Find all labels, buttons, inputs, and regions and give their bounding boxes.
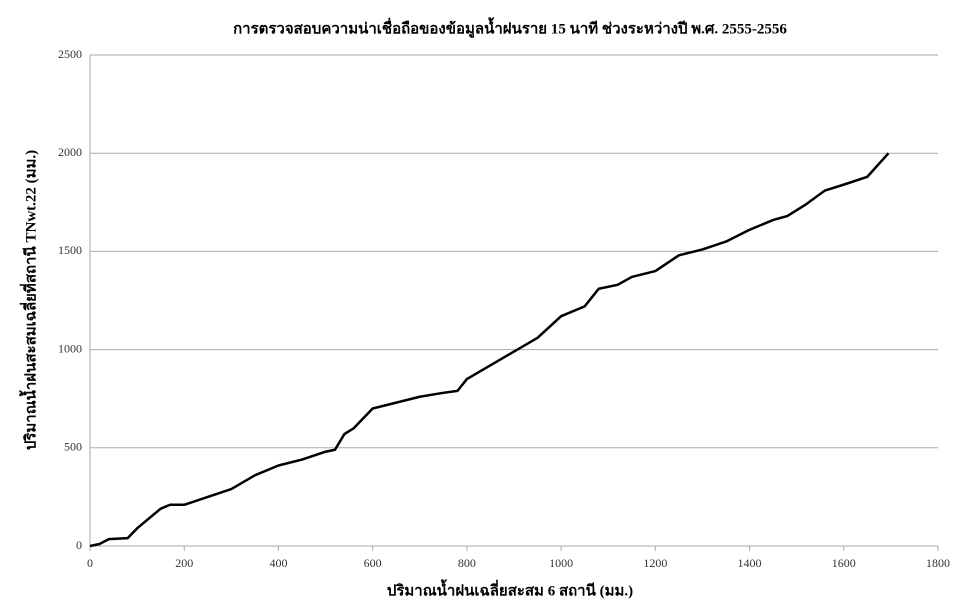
- chart-title: การตรวจสอบความน่าเชื่อถือของข้อมูลน้ำฝนร…: [233, 16, 787, 38]
- x-tick-label: 1800: [926, 556, 950, 570]
- data-line: [89, 152, 890, 548]
- y-tick-label: 0: [76, 538, 82, 552]
- x-tick-label: 400: [269, 556, 287, 570]
- y-axis-label: ปริมาณน้ำฝนสะสมเฉลี่ยที่สถานี TNwt.22 (ม…: [18, 150, 39, 450]
- y-tick-label: 2500: [58, 47, 82, 61]
- x-tick-label: 1400: [738, 556, 762, 570]
- x-tick-label: 200: [175, 556, 193, 570]
- x-tick-label: 1200: [643, 556, 667, 570]
- y-tick-label: 2000: [58, 145, 82, 159]
- x-tick-label: 600: [364, 556, 382, 570]
- y-tick-label: 500: [64, 440, 82, 454]
- y-tick-label: 1000: [58, 341, 82, 355]
- x-tick-label: 1600: [832, 556, 856, 570]
- x-tick-label: 1000: [549, 556, 573, 570]
- x-axis-label: ปริมาณน้ำฝนเฉลี่ยสะสม 6 สถานี (มม.): [387, 578, 633, 599]
- x-tick-label: 0: [87, 556, 93, 570]
- y-tick-label: 1500: [58, 243, 82, 257]
- x-tick-label: 800: [458, 556, 476, 570]
